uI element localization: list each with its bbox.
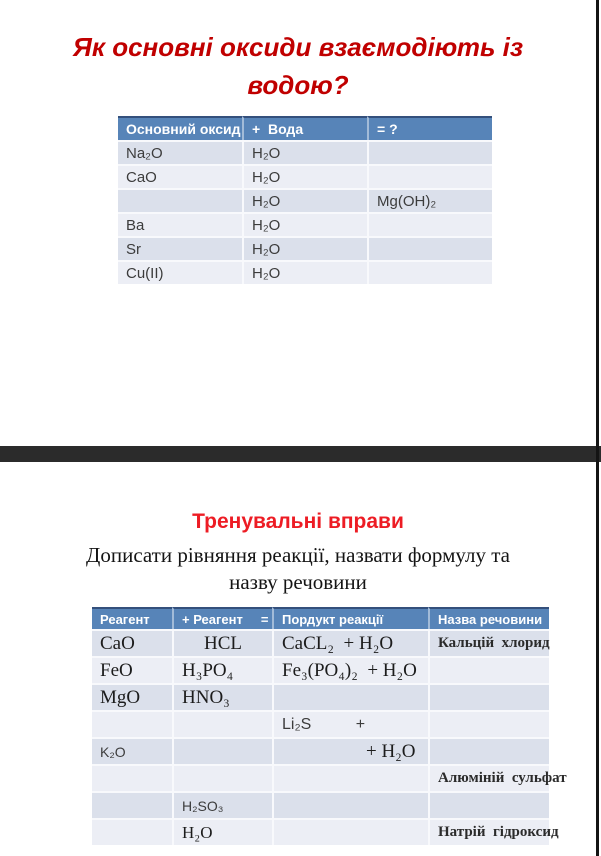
column-header-substance-name: Назва речовини (428, 607, 549, 629)
table-cell (118, 188, 242, 212)
table-header-row: Реагент + Реагент = Пордукт реакції Назв… (92, 607, 549, 629)
table-row: Ba H₂O (118, 212, 492, 236)
table-cell: FeO (92, 656, 172, 683)
table-cell: H₃PO₄ (172, 656, 272, 683)
table-cell (428, 737, 549, 764)
table-cell: Mg(OH)₂ (367, 188, 492, 212)
table-cell: H₂O (242, 188, 367, 212)
column-header-reagent: Реагент (92, 607, 172, 629)
column-header-water: + Вода (242, 116, 367, 140)
table-cell: Cu(II) (118, 260, 242, 284)
slide2-subtitle-line2: назву речовини (229, 570, 367, 594)
table-row: CaO HCL CaCL₂ + H₂O Кальцій хлорид (92, 629, 550, 656)
slide2-subtitle-line1: Дописати рівняння реакції, назвати форму… (86, 543, 510, 567)
table-cell (428, 683, 549, 710)
slide-divider-band (0, 446, 601, 462)
right-edge-border (596, 0, 599, 856)
column-header-oxide: Основний оксид (118, 116, 242, 140)
table-row: H₂O Mg(OH)₂ (118, 188, 492, 212)
table-cell: H₂O (242, 212, 367, 236)
table-cell: Ba (118, 212, 242, 236)
table-cell: H₂O (172, 818, 272, 845)
table-cell (367, 164, 492, 188)
table-row: FeO H₃PO₄ Fe₃(PO₄)₂ + H₂O (92, 656, 549, 683)
table-cell: H₂O (242, 236, 367, 260)
table-cell (92, 791, 172, 818)
table-cell (272, 791, 428, 818)
table-cell: Кальцій хлорид (428, 629, 550, 656)
table-row: K₂O + H₂O (92, 737, 549, 764)
slide1-title-line1: Як основні оксиди взаємодіють із (72, 32, 524, 62)
column-header-reagent2: + Реагент = (172, 607, 272, 629)
table-cell: HNO₃ (172, 683, 272, 710)
basic-oxides-table: Основний оксид + Вода = ? Na₂O H₂O CaO H… (118, 116, 492, 284)
table-cell: HCL (172, 629, 272, 656)
reactions-exercise-table: Реагент + Реагент = Пордукт реакції Назв… (92, 607, 567, 845)
table-cell (428, 791, 549, 818)
slide2-title: Тренувальні вправи (192, 510, 404, 533)
table-row: H₂O Натрій гідроксид (92, 818, 559, 845)
table-cell: CaO (118, 164, 242, 188)
table-cell (367, 260, 492, 284)
table-cell: Натрій гідроксид (428, 818, 559, 845)
table-header-row: Основний оксид + Вода = ? (118, 116, 492, 140)
table-cell: H₂SO₃ (172, 791, 272, 818)
table-cell: Fe₃(PO₄)₂ + H₂O (272, 656, 428, 683)
table-row: Алюміній сульфат (92, 764, 567, 791)
table-cell: + H₂O (272, 737, 428, 764)
slide1-title-line2: водою? (247, 70, 349, 100)
table-cell (367, 212, 492, 236)
table-cell (92, 710, 172, 737)
table-cell: K₂O (92, 737, 172, 764)
table-cell (428, 656, 549, 683)
table-cell (172, 764, 272, 791)
table-row: Sr H₂O (118, 236, 492, 260)
table-row: H₂SO₃ (92, 791, 549, 818)
table-cell: Na₂O (118, 140, 242, 164)
table-cell: Li₂S + (272, 710, 428, 737)
slide1-title: Як основні оксиди взаємодіють із водою? (0, 28, 596, 104)
table-cell (172, 710, 272, 737)
table-row: Na₂O H₂O (118, 140, 492, 164)
table-row: MgO HNO₃ (92, 683, 549, 710)
table-cell (272, 764, 428, 791)
table-cell (367, 236, 492, 260)
table-cell: MgO (92, 683, 172, 710)
table-cell (367, 140, 492, 164)
column-header-result: = ? (367, 116, 492, 140)
table-cell: CaCL₂ + H₂O (272, 629, 428, 656)
table-cell: H₂O (242, 140, 367, 164)
table-cell: Sr (118, 236, 242, 260)
table-cell (92, 818, 172, 845)
table-cell (172, 737, 272, 764)
table-cell (92, 764, 172, 791)
table-cell: H₂O (242, 260, 367, 284)
table-cell (428, 710, 549, 737)
table-row: Li₂S + (92, 710, 549, 737)
table-cell (272, 683, 428, 710)
table-cell: CaO (92, 629, 172, 656)
table-row: Cu(II) H₂O (118, 260, 492, 284)
table-cell: Алюміній сульфат (428, 764, 567, 791)
table-cell (272, 818, 428, 845)
table-row: CaO H₂O (118, 164, 492, 188)
slide2-subtitle: Дописати рівняння реакції, назвати форму… (0, 542, 596, 596)
column-header-product: Пордукт реакції (272, 607, 428, 629)
table-cell: H₂O (242, 164, 367, 188)
